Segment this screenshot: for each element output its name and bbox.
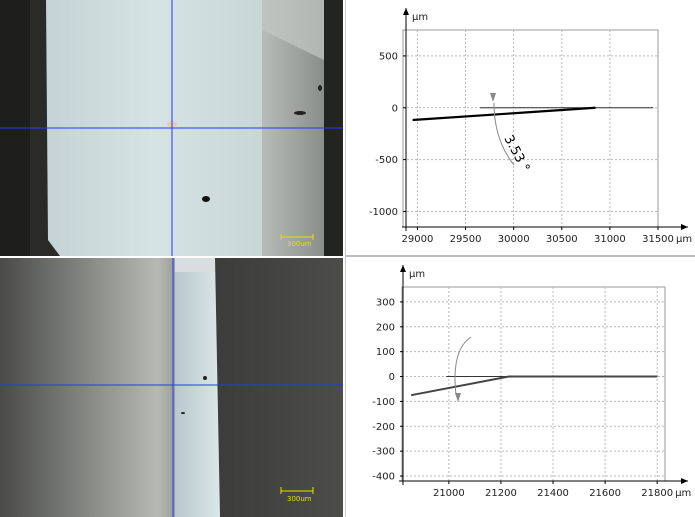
plot-frame [402,29,659,228]
y-tick-label: 200 [376,322,395,333]
x-tick-label: 30500 [546,234,578,245]
panel-divider [345,255,695,257]
profile-line [412,106,596,122]
scale-bar-label: 300um [287,495,312,503]
angle-arc [493,102,515,166]
x-tick-label: 21200 [485,488,517,499]
particle-spot [294,111,306,115]
y-tick-label: -1000 [369,207,398,218]
x-axis-arrow [681,478,688,484]
y-axis-arrow [403,8,409,15]
angle-indicator [490,93,515,166]
particle-spot [202,196,210,202]
x-unit-label: µm [676,234,692,245]
profile-line [410,375,658,397]
profile-plot-top[interactable]: µm 29000 29500 30000 30500 31000 31500 µm 500 0 -5… [345,0,695,255]
camera-view-top[interactable]: 300um [0,0,343,256]
x-unit-label: µm [675,488,691,499]
angle-arc [454,336,472,396]
camera-image-top: 300um [0,0,343,256]
profile-plot-bottom[interactable]: µm 21000 21200 21400 21600 21800 µm 300 200 100 0-… [345,257,695,517]
y-tick-label: -400 [372,472,395,483]
x-tick-label: 21000 [433,488,465,499]
scale-bar: 300um [280,487,314,503]
x-tick-label: 29500 [450,234,482,245]
x-tick-label: 21600 [589,488,621,499]
scale-bar-label: 300um [287,240,312,248]
x-tick-label: 21800 [641,488,673,499]
angle-indicator [454,336,472,402]
x-tick-label: 30000 [498,234,530,245]
camera-view-bottom[interactable]: 300um [0,258,343,517]
x-tick-label: 29000 [402,234,434,245]
y-axis-arrow [400,265,406,272]
particle-spot [318,85,322,91]
y-tick-label: -500 [375,155,398,166]
y-tick-label: 100 [376,347,395,358]
x-tick-label: 31500 [642,234,674,245]
x-tick-label: 31000 [594,234,626,245]
y-tick-label: 500 [379,51,398,62]
angle-arrow [490,93,496,102]
y-tick-label: 300 [376,297,395,308]
particle-spot [181,412,185,414]
y-tick-label: -100 [372,397,395,408]
y-tick-label: -200 [372,422,395,433]
grid [402,287,665,481]
scale-bar: 300um [280,234,314,248]
x-axis-arrow [681,224,688,230]
plot-frame [401,286,666,482]
y-tick-label: 0 [389,372,395,383]
angle-arrow [455,393,461,402]
camera-image-bottom: 300um [0,258,343,517]
y-unit-label: µm [409,269,425,280]
particle-spot [203,376,207,380]
y-tick-label: -300 [372,447,395,458]
y-unit-label: µm [412,12,428,23]
x-tick-label: 21400 [537,488,569,499]
y-tick-label: 0 [392,103,398,114]
